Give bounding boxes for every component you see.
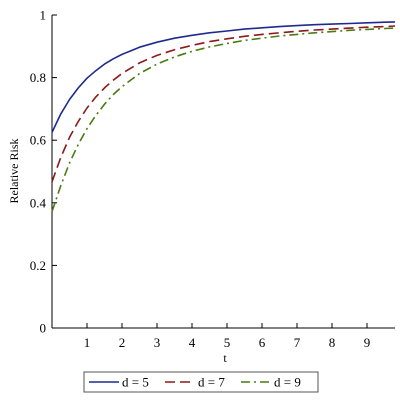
x-tick-label: 2: [119, 335, 126, 350]
legend-frame: [83, 371, 319, 393]
x-tick-label: 7: [294, 335, 301, 350]
x-axis-label: t: [223, 351, 227, 365]
legend-label-3: d = 9: [274, 375, 301, 390]
y-tick-label: 0.2: [30, 258, 46, 273]
x-tick-label: 9: [364, 335, 371, 350]
ticks: [52, 14, 368, 329]
legend: d = 5 d = 7 d = 9: [83, 371, 319, 393]
tick-labels: 1 2 3 4 5 6 7 8 9 0 0.2 0.4 0.6 0.8 1: [30, 8, 371, 351]
plot-area: [51, 21, 396, 212]
series-line-2: [51, 25, 396, 183]
x-tick-label: 5: [224, 335, 231, 350]
y-tick-label: 1: [40, 8, 47, 23]
axes: [51, 15, 395, 329]
series-line-1: [51, 21, 396, 133]
x-tick-label: 3: [154, 335, 161, 350]
legend-label-1: d = 5: [122, 375, 149, 390]
x-tick-label: 4: [189, 335, 196, 350]
y-tick-label: 0.6: [30, 133, 47, 148]
series-line-3: [51, 27, 396, 212]
y-tick-label: 0.8: [30, 70, 46, 85]
x-tick-label: 8: [329, 335, 336, 350]
x-tick-label: 1: [84, 335, 91, 350]
y-axis-label: Relative Risk: [7, 139, 21, 204]
y-tick-label: 0: [40, 321, 47, 336]
legend-label-2: d = 7: [198, 375, 225, 390]
x-tick-label: 6: [259, 335, 266, 350]
y-tick-label: 0.4: [30, 195, 47, 210]
